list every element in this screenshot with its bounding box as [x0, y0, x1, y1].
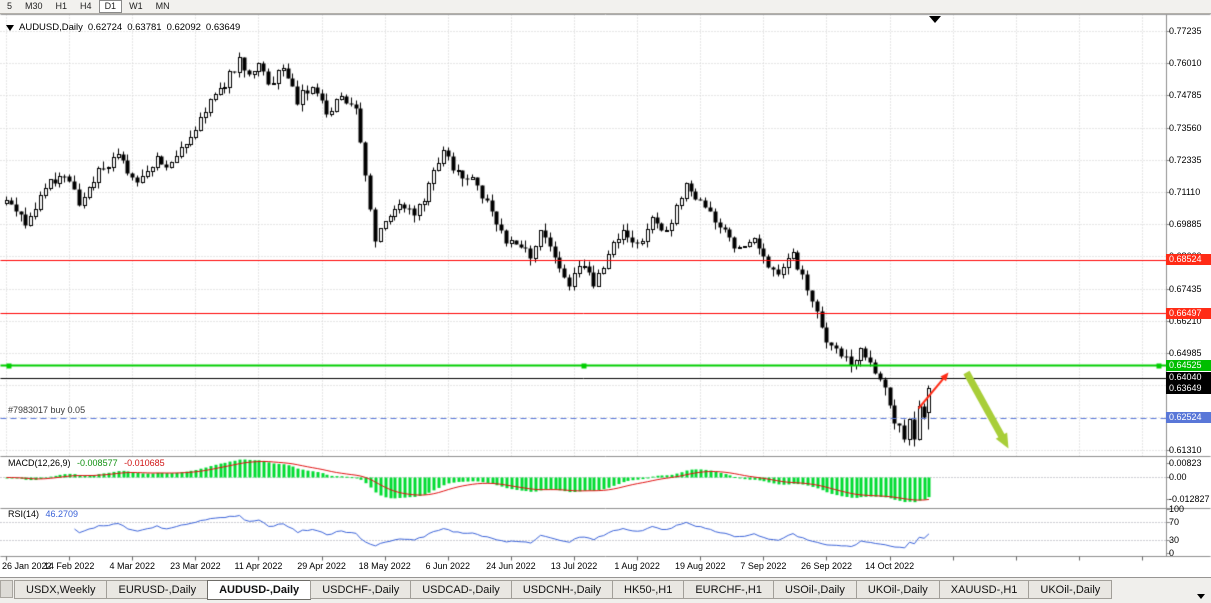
price-axis-label: 0.72335 [1169, 154, 1202, 165]
time-axis-label: 14 Oct 2022 [865, 561, 915, 571]
timeframe-button-5[interactable]: 5 [7, 1, 13, 11]
price-axis-label: 0.71110 [1169, 187, 1201, 197]
timeframe-button-mn[interactable]: MN [155, 1, 170, 11]
rsi-title: RSI(14) [8, 509, 40, 519]
chart-tab-audusd-daily[interactable]: AUDUSD-,Daily [207, 580, 312, 600]
order-line-label: #7983017 buy 0.05 [8, 404, 86, 415]
ohlc-open: 0.62724 [87, 22, 123, 33]
time-axis-label: 19 Aug 2022 [674, 561, 726, 571]
tabs-overflow-icon [1197, 594, 1205, 599]
time-axis-label: 6 Jun 2022 [425, 561, 471, 571]
rsi-axis-label: 70 [1169, 517, 1180, 528]
tabs-overflow-button[interactable] [1197, 586, 1205, 603]
macd-indicator-label: MACD(12,26,9) -0.008577 -0.010685 [8, 458, 165, 468]
chart-tab-eurusd-daily[interactable]: EURUSD-,Daily [106, 580, 209, 599]
price-axis-label: 0.64985 [1169, 348, 1202, 358]
price-axis-label: 0.69885 [1169, 219, 1202, 230]
chart-tab-usdcnh-daily[interactable]: USDCNH-,Daily [510, 580, 614, 599]
symbol-menu-icon[interactable] [6, 24, 14, 31]
chart-tab-usdcad-daily[interactable]: USDCAD-,Daily [410, 580, 512, 599]
chart-tab-ukoil-daily[interactable]: UKOil-,Daily [1028, 580, 1113, 599]
time-axis-label: 18 May 2022 [358, 561, 411, 571]
timeframe-button-d1[interactable]: D1 [98, 0, 123, 13]
chart-tab-usoil-daily[interactable]: USOil-,Daily [772, 580, 857, 599]
price-tag-resistance-1: 0.68524 [1166, 254, 1211, 266]
price-axis-label: 0.76010 [1169, 58, 1202, 69]
macd-axis-label: 0.00823 [1169, 458, 1202, 468]
rsi-axis-label: 30 [1169, 534, 1180, 545]
chart-symbol-period: AUDUSD,Daily [19, 22, 83, 33]
chart-ohlc-header: AUDUSD,Daily 0.62724 0.63781 0.62092 0.6… [6, 22, 240, 33]
time-axis-label: 24 Jun 2022 [486, 561, 536, 571]
timeframe-button-h4[interactable]: H4 [80, 1, 92, 11]
rsi-value: 46.2709 [45, 509, 79, 519]
chart-tabs-bar: USDX,Weekly EURUSD-,Daily AUDUSD-,Daily USD… [0, 577, 1211, 603]
chart-tab-hk50-h1[interactable]: HK50-,H1 [612, 580, 685, 599]
chart-shift-marker-icon[interactable] [929, 16, 941, 23]
chart-tab-eurchf-h1[interactable]: EURCHF-,H1 [683, 580, 774, 599]
price-axis-label: 0.73560 [1169, 122, 1202, 133]
time-axis-label: 26 Jan 2022 [2, 561, 52, 571]
timeframe-button-h1[interactable]: H1 [55, 1, 68, 11]
chart-tab-xauusd-h1[interactable]: XAUUSD-,H1 [938, 580, 1030, 599]
price-axis-label: 0.66210 [1169, 315, 1202, 326]
time-axis-label: 11 Apr 2022 [234, 561, 283, 571]
timeframe-button-w1[interactable]: W1 [129, 1, 143, 11]
price-tag-resistance-2: 0.66497 [1166, 307, 1211, 319]
macd-axis-label: 0.00 [1169, 472, 1187, 482]
ohlc-high: 0.63781 [127, 22, 162, 33]
time-axis-label: 23 Mar 2022 [170, 561, 221, 571]
price-tag-support-green[interactable]: 0.64525 [1166, 359, 1211, 371]
rsi-axis-label: 0 [1169, 548, 1175, 558]
macd-title: MACD(12,26,9) [8, 458, 71, 468]
price-axis-label: 0.77235 [1169, 26, 1202, 36]
ohlc-close: 0.63649 [205, 22, 241, 33]
timeframes-toolbar: 5 M30 H1 H4 D1 W1 MN [0, 0, 1211, 14]
time-axis-label: 14 Feb 2022 [43, 561, 95, 571]
price-axis-label: 0.74785 [1169, 90, 1202, 101]
chart-tab-usdchf-daily[interactable]: USDCHF-,Daily [310, 580, 412, 599]
macd-value-signal: -0.010685 [124, 458, 165, 468]
rsi-indicator-label: RSI(14) 46.2709 [8, 509, 78, 519]
timeframe-button-m30[interactable]: M30 [25, 1, 43, 11]
rsi-axis-label: 100 [1169, 504, 1185, 514]
price-tag-order-buy[interactable]: 0.62524 [1166, 412, 1211, 424]
price-tag-black-hline: 0.64040 [1166, 372, 1211, 384]
ohlc-low: 0.62092 [166, 22, 201, 33]
time-axis-label: 7 Sep 2022 [740, 561, 787, 571]
price-tag-bid: 0.63649 [1166, 382, 1211, 394]
tabs-host: USDX,Weekly EURUSD-,Daily AUDUSD-,Daily USD… [14, 580, 1113, 600]
price-axis-label: 0.67435 [1169, 283, 1202, 294]
macd-axis-label: -0.012827 [1169, 494, 1210, 504]
tab-scroll-left-button[interactable] [0, 580, 13, 598]
time-axis-label: 26 Sep 2022 [800, 561, 853, 571]
macd-value-main: -0.008577 [77, 458, 118, 468]
time-axis-label: 29 Apr 2022 [297, 561, 346, 571]
time-axis-label: 4 Mar 2022 [109, 561, 155, 571]
time-axis-label: 13 Jul 2022 [550, 561, 598, 571]
time-axis-label: 1 Aug 2022 [614, 561, 660, 571]
chart-tab-usdx-weekly[interactable]: USDX,Weekly [14, 580, 108, 599]
price-axis-label: 0.61310 [1169, 444, 1202, 455]
chart-tab-ukoil-daily[interactable]: UKOil-,Daily [855, 580, 940, 599]
